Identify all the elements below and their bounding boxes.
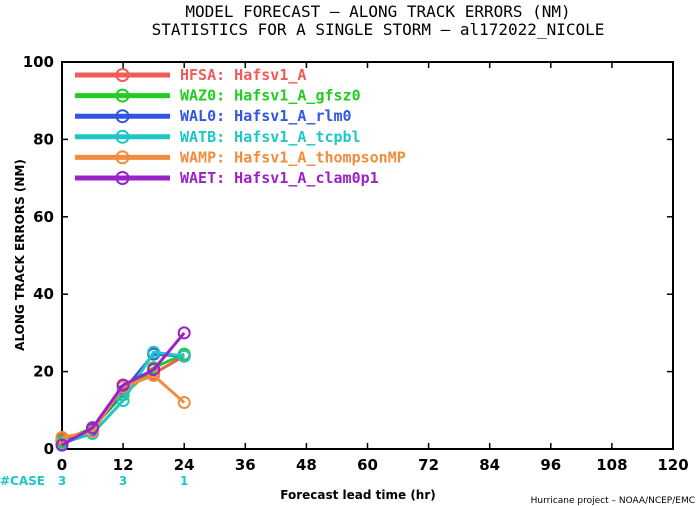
data-point	[147, 345, 161, 359]
x-tick-label: 84	[479, 456, 500, 474]
x-tick-label: 60	[357, 456, 378, 474]
y-tick-label: 100	[23, 53, 54, 71]
x-axis-label: Forecast lead time (hr)	[280, 488, 436, 502]
plot-area-frame	[61, 61, 674, 450]
legend-marker	[115, 68, 130, 82]
x-tick-label: 36	[235, 456, 256, 474]
y-tick-label: 60	[33, 208, 54, 226]
case-counts: #CASE 3 3 1	[0, 474, 188, 488]
x-tick-label: 48	[296, 456, 317, 474]
legend-label: WAL0: Hafsv1_A_rlm0	[180, 107, 352, 125]
legend-marker	[115, 129, 130, 144]
legend-label: WATB: Hafsv1_A_tcpbl	[180, 128, 361, 146]
y-tick-label: 20	[33, 363, 54, 381]
x-tick-label: 96	[540, 456, 561, 474]
credit-text: Hurricane project – NOAA/NCEP/EMC	[531, 496, 695, 506]
legend-label: WAZ0: Hafsv1_A_gfsz0	[180, 87, 361, 105]
y-axis: 0 20 40 60 80 100	[23, 53, 673, 458]
legend-label: HFSA: Hafsv1_A	[180, 66, 306, 84]
data-point	[55, 438, 69, 452]
chart-title: MODEL FORECAST – ALONG TRACK ERRORS (NM)	[185, 2, 570, 21]
data-point	[86, 421, 100, 435]
series-layer	[55, 326, 191, 452]
legend-marker	[115, 109, 130, 124]
case-count-value: 1	[180, 474, 188, 488]
x-tick-label: 0	[57, 456, 67, 474]
legend-marker	[115, 150, 130, 165]
data-point	[177, 396, 191, 410]
x-tick-label: 24	[174, 456, 195, 474]
data-point	[116, 394, 130, 408]
y-tick-label: 40	[33, 285, 54, 303]
x-tick-label: 120	[657, 456, 688, 474]
x-axis: 0 12 24 36 48 60 72 84 96 108 120	[57, 62, 689, 474]
data-point	[55, 430, 69, 444]
x-tick-label: 108	[596, 456, 627, 474]
y-axis-label: ALONG TRACK ERRORS (NM)	[13, 159, 27, 351]
legend-entries: HFSA: Hafsv1_A WAZ0: Hafsv1_A_gfsz0 WAL0: …	[75, 66, 406, 187]
data-point	[177, 349, 191, 363]
case-count-value: 3	[58, 474, 66, 488]
legend-marker	[115, 171, 130, 185]
legend-label: WAET: Hafsv1_A_clam0p1	[180, 169, 379, 187]
y-tick-label: 80	[33, 130, 54, 148]
series-line-0	[61, 354, 185, 441]
case-count-value: 3	[119, 474, 127, 488]
x-tick-label: 72	[418, 456, 439, 474]
chart-subtitle: STATISTICS FOR A SINGLE STORM – al172022…	[152, 20, 605, 39]
data-point	[147, 363, 161, 377]
series-line-3	[61, 350, 185, 445]
data-point	[116, 378, 130, 392]
case-count-label: #CASE	[0, 474, 45, 488]
data-point	[177, 326, 191, 340]
y-tick-label: 0	[44, 440, 54, 458]
legend-marker	[115, 88, 130, 103]
legend-label: WAMP: Hafsv1_A_thompsonMP	[180, 148, 406, 166]
series-line-5	[61, 331, 186, 447]
x-tick-label: 12	[113, 456, 134, 474]
